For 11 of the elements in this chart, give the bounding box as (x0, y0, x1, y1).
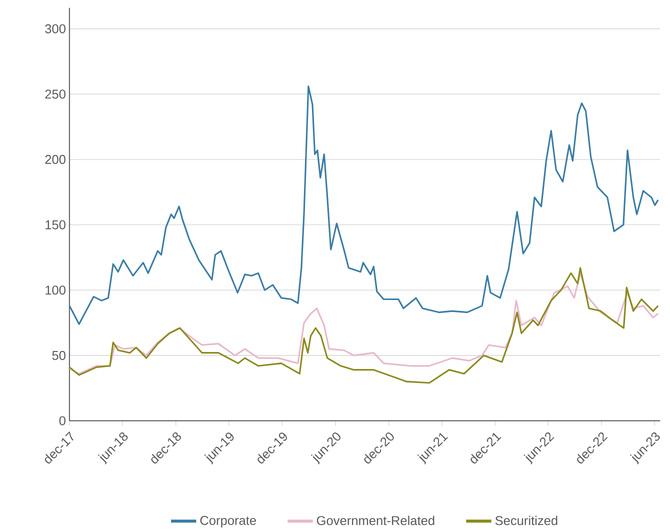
legend-label: Government-Related (316, 516, 434, 525)
legend-label: Securitized (495, 516, 558, 525)
y-tick-label: 0 (59, 416, 66, 426)
y-tick-label: 50 (52, 350, 66, 360)
line-series (69, 85, 659, 325)
y-tick-label: 250 (45, 89, 66, 98)
legend-label: Corporate (200, 516, 256, 528)
y-tick-label: 150 (46, 220, 66, 230)
y-tick-label: 200 (45, 154, 66, 164)
y-tick-label: 300 (45, 24, 66, 34)
y-tick-label: 100 (46, 285, 66, 294)
